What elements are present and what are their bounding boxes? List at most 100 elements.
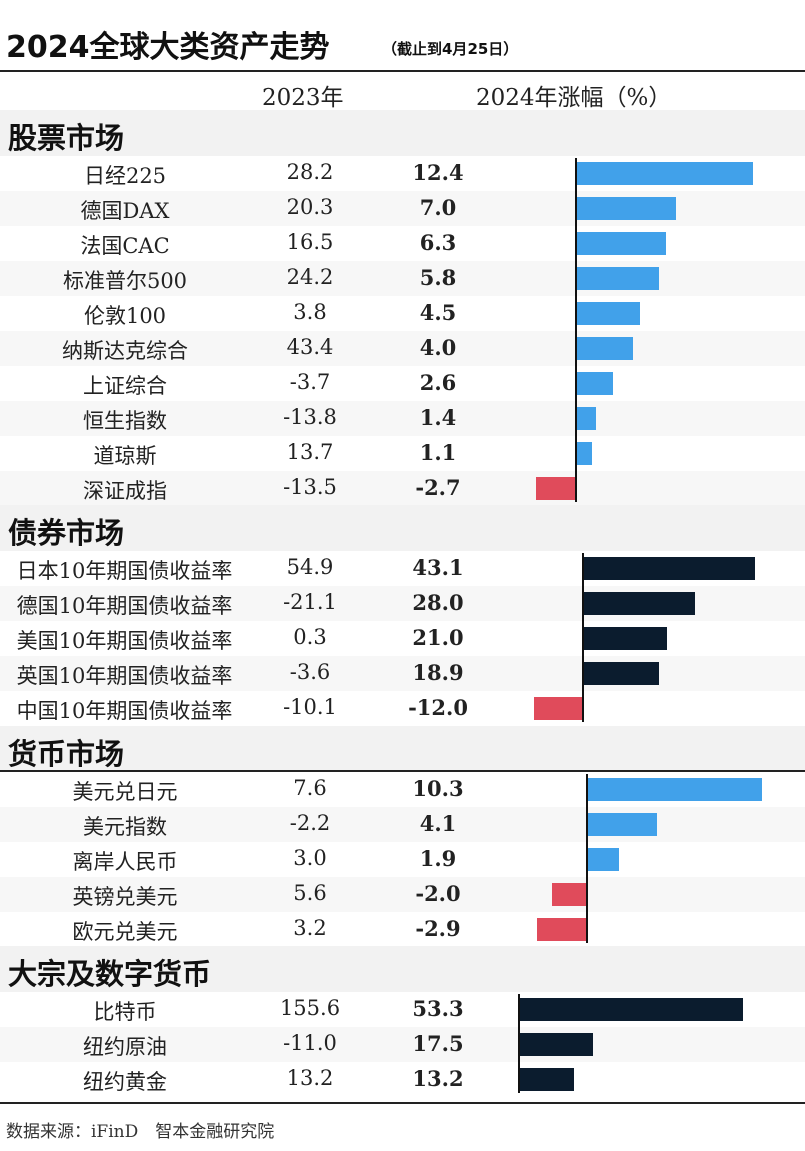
- asset-name: 道琼斯: [93, 444, 157, 468]
- change-bar: [587, 813, 657, 836]
- value-2023: 20.3: [286, 195, 334, 219]
- asset-name: 恒生指数: [83, 409, 167, 433]
- bar-axis-line: [518, 994, 520, 1093]
- change-bar: [583, 557, 756, 580]
- table-row: 纽约原油 -11.0 17.5: [0, 1027, 805, 1062]
- table-row: 伦敦100 3.8 4.5: [0, 296, 805, 331]
- value-2023: 54.9: [286, 555, 334, 579]
- column-header-2024: 2024年涨幅（%）: [476, 85, 672, 111]
- asset-name: 伦敦100: [83, 304, 167, 328]
- asset-name: 英镑兑美元: [72, 885, 178, 909]
- table-row: 道琼斯 13.7 1.1: [0, 436, 805, 471]
- section-title: 股票市场: [8, 121, 125, 155]
- title-row: 2024全球大类资产走势 （截止到4月25日）: [0, 0, 805, 72]
- value-2024: -2.9: [415, 916, 461, 941]
- asset-name: 纽约黄金: [83, 1070, 167, 1094]
- value-2024: 4.5: [419, 300, 457, 325]
- value-2024: 6.3: [419, 230, 457, 255]
- value-2024: 13.2: [412, 1066, 464, 1091]
- value-2023: 3.8: [293, 300, 327, 324]
- value-2024: 10.3: [412, 776, 464, 801]
- table-row: 深证成指 -13.5 -2.7: [0, 471, 805, 506]
- asset-name: 比特币: [93, 1000, 157, 1024]
- table-row: 德国DAX 20.3 7.0: [0, 191, 805, 226]
- change-bar: [536, 918, 586, 941]
- change-bar: [583, 592, 695, 615]
- page-subtitle: （截止到4月25日）: [382, 40, 519, 58]
- table-row: 纽约黄金 13.2 13.2: [0, 1062, 805, 1097]
- value-2024: 2.6: [419, 370, 457, 395]
- asset-name: 标准普尔500: [62, 269, 188, 293]
- value-2024: 1.4: [419, 405, 457, 430]
- section-title: 债券市场: [8, 516, 125, 550]
- table-row: 比特币 155.6 53.3: [0, 992, 805, 1027]
- value-2023: -11.0: [283, 1031, 337, 1055]
- value-2023: 155.6: [279, 996, 341, 1020]
- table-row: 上证综合 -3.7 2.6: [0, 366, 805, 401]
- change-bar: [583, 662, 659, 685]
- value-2023: 13.7: [286, 440, 334, 464]
- change-bar: [587, 778, 763, 801]
- asset-name: 离岸人民币: [72, 850, 178, 874]
- section-title: 大宗及数字货币: [8, 957, 212, 991]
- value-2023: 13.2: [286, 1066, 334, 1090]
- change-bar: [536, 477, 575, 500]
- value-2023: -3.6: [289, 660, 331, 684]
- asset-name: 深证成指: [83, 479, 167, 503]
- asset-name: 中国10年期国债收益率: [16, 699, 233, 723]
- value-2024: 28.0: [412, 590, 464, 615]
- change-bar: [552, 883, 586, 906]
- value-2024: 4.0: [419, 335, 457, 360]
- table-row: 美元指数 -2.2 4.1: [0, 807, 805, 842]
- change-bar: [576, 162, 754, 185]
- change-bar: [583, 627, 667, 650]
- value-2023: -2.2: [289, 811, 331, 835]
- change-bar: [534, 697, 582, 720]
- asset-name: 纳斯达克综合: [62, 339, 188, 363]
- value-2024: -2.7: [415, 475, 461, 500]
- asset-name: 欧元兑美元: [72, 920, 178, 944]
- change-bar: [576, 442, 592, 465]
- table-row: 恒生指数 -13.8 1.4: [0, 401, 805, 436]
- asset-name: 日本10年期国债收益率: [16, 559, 233, 583]
- change-bar: [519, 998, 743, 1021]
- value-2024: 21.0: [412, 625, 464, 650]
- value-2023: -21.1: [283, 590, 337, 614]
- asset-name: 纽约原油: [83, 1035, 167, 1059]
- value-2024: 43.1: [412, 555, 464, 580]
- value-2024: -2.0: [415, 881, 461, 906]
- value-2024: 5.8: [419, 265, 457, 290]
- table-row: 英国10年期国债收益率 -3.6 18.9: [0, 656, 805, 691]
- table-row: 标准普尔500 24.2 5.8: [0, 261, 805, 296]
- asset-name: 英国10年期国债收益率: [16, 664, 233, 688]
- column-header-row: 2023年 2024年涨幅（%）: [0, 72, 805, 111]
- value-2023: 43.4: [286, 335, 334, 359]
- value-2023: 0.3: [293, 625, 327, 649]
- value-2023: -13.5: [283, 475, 337, 499]
- data-source-footer: 数据来源：iFinD 智本金融研究院: [6, 1122, 275, 1142]
- change-bar: [576, 232, 667, 255]
- section-title: 货币市场: [8, 737, 125, 771]
- asset-name: 日经225: [83, 164, 167, 188]
- table-row: 日经225 28.2 12.4: [0, 156, 805, 191]
- change-bar: [587, 848, 620, 871]
- value-2024: 17.5: [412, 1031, 464, 1056]
- table-row: 中国10年期国债收益率 -10.1 -12.0: [0, 691, 805, 726]
- value-2024: 1.9: [419, 846, 457, 871]
- bar-axis-line: [582, 553, 584, 722]
- asset-name: 美元兑日元: [72, 780, 178, 804]
- asset-name: 德国10年期国债收益率: [16, 594, 233, 618]
- value-2024: 18.9: [412, 660, 464, 685]
- bottom-divider: [0, 1102, 805, 1104]
- value-2024: -12.0: [408, 695, 468, 720]
- table-row: 欧元兑美元 3.2 -2.9: [0, 912, 805, 947]
- table-row: 日本10年期国债收益率 54.9 43.1: [0, 551, 805, 586]
- value-2024: 4.1: [419, 811, 457, 836]
- asset-name: 德国DAX: [80, 199, 170, 223]
- change-bar: [519, 1068, 575, 1091]
- table-row: 美国10年期国债收益率 0.3 21.0: [0, 621, 805, 656]
- table-row: 英镑兑美元 5.6 -2.0: [0, 877, 805, 912]
- asset-name: 美元指数: [83, 815, 167, 839]
- value-2023: 24.2: [286, 265, 334, 289]
- section-header: 货币市场: [0, 726, 805, 772]
